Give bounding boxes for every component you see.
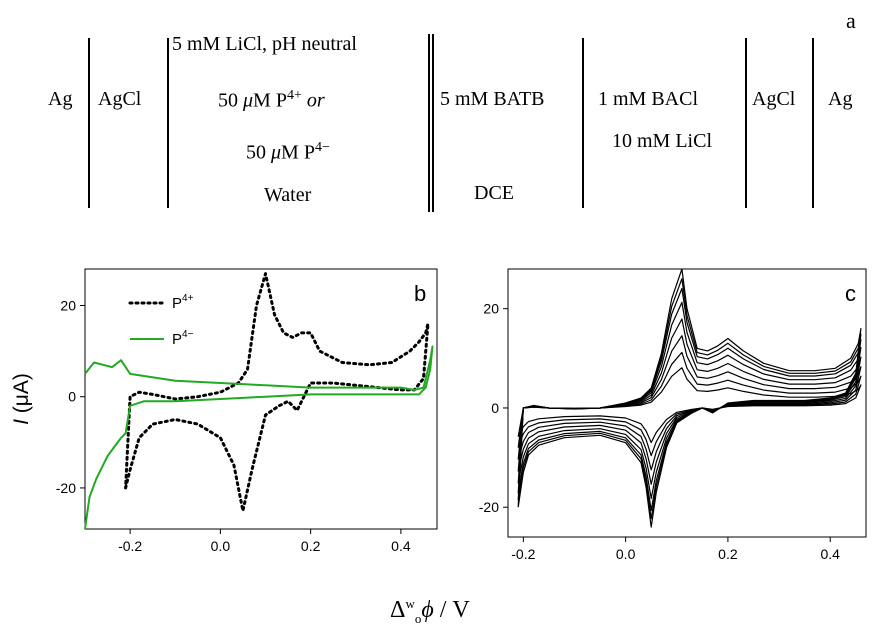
cv-scan-line-5 — [517, 318, 862, 485]
panel-label-c: c — [845, 281, 856, 306]
series-line-p4plus — [124, 272, 430, 513]
y-axis-label-b: I (μA) — [10, 373, 33, 425]
b-xtick-label: 0.2 — [301, 538, 321, 554]
cv-scan-line-3 — [517, 287, 862, 511]
phase-boundary-ag-agcl — [88, 38, 90, 208]
legend-label-p4plus: P4+ — [172, 293, 194, 312]
c-ytick-label: 0 — [491, 400, 499, 416]
interface-line-1 — [428, 34, 430, 212]
water-line-3: 50 μM P4− — [246, 140, 330, 164]
agcl-right-label: AgCl — [752, 88, 796, 110]
c-xtick-label: -0.2 — [511, 546, 535, 562]
dce-phase-label: DCE — [474, 182, 514, 204]
b-xtick-label: 0.0 — [211, 538, 231, 554]
b-ytick-label: -20 — [56, 480, 76, 496]
panel-label-a: a — [846, 8, 856, 33]
c-ytick-label: 20 — [483, 301, 499, 317]
water-line-1: 5 mM LiCl, pH neutral — [172, 33, 357, 55]
chart-c: -0.2 0.0 0.2 0.4 -20 0 20 c — [479, 268, 867, 562]
cv-scan-line-2 — [517, 278, 862, 520]
phase-boundary-ref-agcl — [745, 38, 747, 208]
b-xtick-label: 0.4 — [391, 538, 411, 554]
c-xtick-label: 0.4 — [820, 546, 840, 562]
agcl-left-label: AgCl — [98, 88, 142, 110]
phase-boundary-agcl-ag — [812, 38, 814, 208]
b-xtick-label: -0.2 — [118, 538, 142, 554]
interface-line-2 — [432, 34, 434, 212]
water-phase-label: Water — [264, 184, 312, 206]
cv-scan-line-1 — [517, 268, 862, 528]
phase-boundary-agcl-water — [167, 38, 169, 208]
c-ytick-label: -20 — [479, 499, 499, 515]
ag-right-label: Ag — [828, 88, 853, 110]
phase-boundary-dce-ref — [582, 38, 584, 208]
cv-scan-line-8 — [517, 367, 862, 444]
series-line-p4minus — [84, 345, 434, 530]
panel-label-b: b — [414, 281, 426, 306]
b-ytick-label: 0 — [68, 389, 76, 405]
legend-label-p4minus: P4− — [172, 329, 194, 348]
cv-scan-line-7 — [517, 351, 862, 457]
plot-frame-c — [507, 268, 867, 538]
cv-scan-line-6 — [517, 335, 862, 471]
chart-b: -0.2 0.0 0.2 0.4 -20 0 20 b P4+ P4− I (μA) — [10, 268, 438, 554]
cv-scan-line-4 — [517, 301, 862, 500]
legend-b: P4+ P4− — [128, 293, 194, 348]
water-line-2: 50 μM P4+ or — [218, 88, 325, 112]
plot-frame-b — [84, 268, 438, 530]
ref-line-1: 1 mM BACl — [598, 88, 699, 110]
dce-line-1: 5 mM BATB — [440, 88, 545, 110]
ag-left-label: Ag — [48, 88, 73, 110]
b-ytick-label: 20 — [60, 297, 76, 313]
shared-x-axis-label: Δwoϕ / V — [390, 596, 470, 626]
c-xtick-label: 0.2 — [718, 546, 738, 562]
ref-line-2: 10 mM LiCl — [612, 130, 713, 152]
c-xtick-label: 0.0 — [616, 546, 636, 562]
